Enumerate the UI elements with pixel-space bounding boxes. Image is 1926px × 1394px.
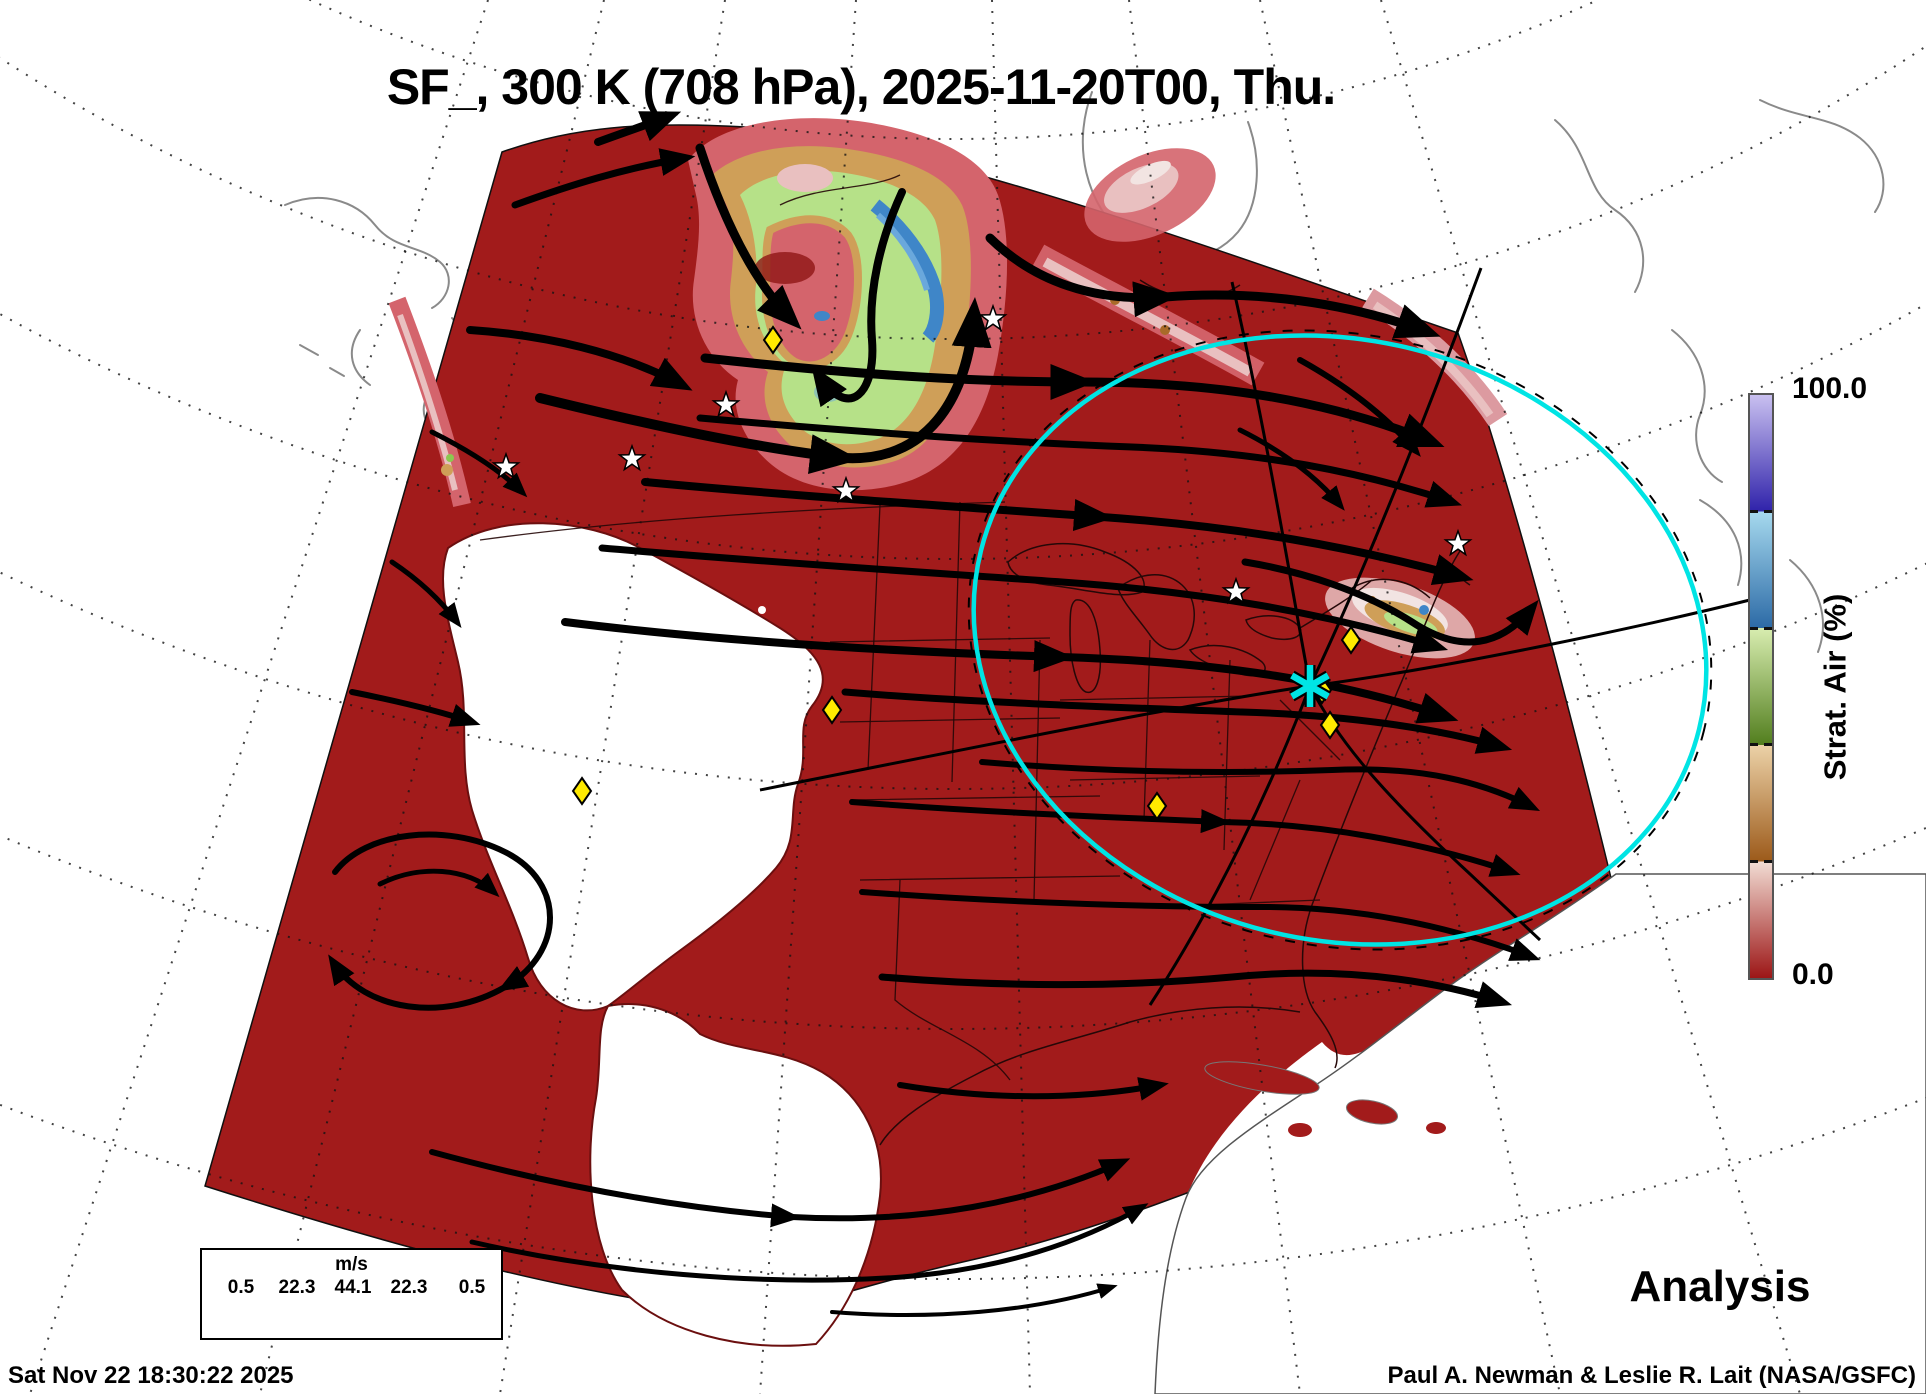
colorbar-tick xyxy=(1764,510,1772,514)
colorbar-tick xyxy=(1750,626,1758,630)
colorbar-max-label: 100.0 xyxy=(1792,372,1868,405)
colorbar-title: Strat. Air (%) xyxy=(1817,593,1852,780)
colorbar-min-label: 0.0 xyxy=(1792,958,1834,991)
range-ring xyxy=(967,329,1713,951)
target-location-marker xyxy=(1289,665,1331,707)
wind-legend-value: 22.3 xyxy=(390,1277,428,1298)
analysis-label: Analysis xyxy=(1629,1262,1811,1311)
wind-legend-value: 44.1 xyxy=(334,1277,372,1298)
wind-legend-units: m/s xyxy=(335,1254,368,1275)
wind-speed-legend: m/s 0.5 22.3 44.1 22.3 0.5 xyxy=(200,1248,503,1340)
colorbar-tick xyxy=(1764,626,1772,630)
colorbar-tick xyxy=(1750,510,1758,514)
colorbar-tick xyxy=(1764,859,1772,863)
wind-legend-value: 0.5 xyxy=(227,1277,255,1298)
below-surface-white-regions xyxy=(442,522,1926,1394)
colorbar-tick xyxy=(1750,743,1758,747)
wind-streamlines xyxy=(328,111,1541,1317)
wind-legend-value: 22.3 xyxy=(278,1277,316,1298)
wind-legend-value: 0.5 xyxy=(458,1277,486,1298)
colorbar-tick xyxy=(1750,859,1758,863)
colorbar-tick xyxy=(1764,743,1772,747)
page-title: SF_, 300 K (708 hPa), 2025-11-20T00, Thu… xyxy=(386,59,1336,115)
credit-line: Paul A. Newman & Leslie R. Lait (NASA/GS… xyxy=(1387,1362,1916,1389)
colorbar xyxy=(1748,393,1774,980)
generation-timestamp: Sat Nov 22 18:30:22 2025 xyxy=(8,1362,294,1389)
